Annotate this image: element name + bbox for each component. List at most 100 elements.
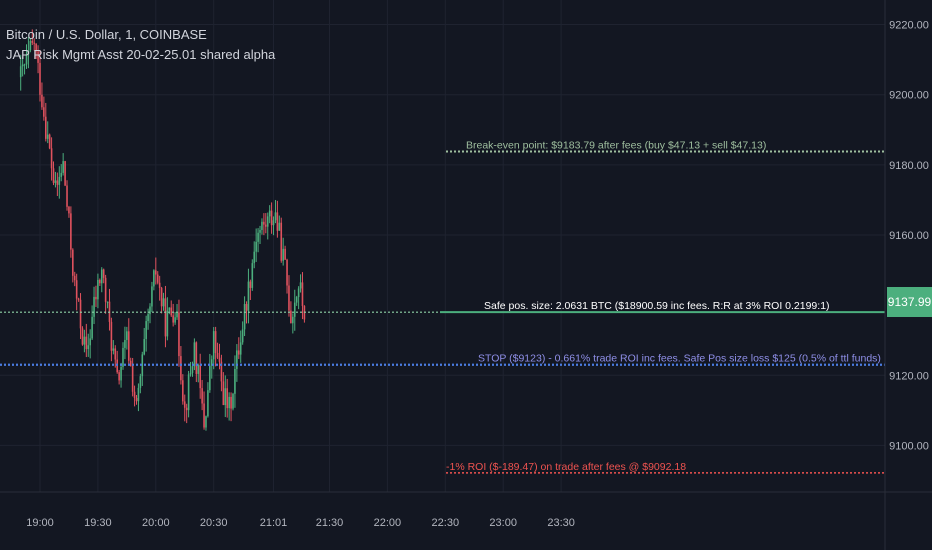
candle — [253, 251, 256, 264]
candle — [43, 107, 45, 117]
x-tick-label: 23:30 — [547, 517, 575, 529]
candle — [93, 296, 95, 317]
candle — [274, 212, 277, 221]
candle — [224, 388, 227, 406]
candle — [280, 222, 283, 261]
candle — [56, 180, 59, 185]
candle — [207, 390, 209, 417]
x-tick-label: 22:00 — [374, 517, 402, 529]
x-tick-label: 21:30 — [316, 517, 344, 529]
candle — [210, 359, 213, 366]
candle — [205, 416, 207, 428]
candle — [27, 50, 30, 55]
candle — [70, 213, 72, 250]
candle — [236, 350, 238, 369]
candle — [230, 396, 232, 409]
last-price-tag: 9137.99 — [887, 287, 932, 317]
candle — [191, 366, 194, 374]
candle — [265, 224, 267, 227]
candle — [25, 54, 28, 65]
candle — [68, 206, 70, 214]
candle — [203, 403, 205, 428]
candle — [158, 282, 161, 288]
candle — [91, 316, 93, 339]
candle — [54, 180, 57, 183]
candle — [197, 365, 200, 374]
candle — [286, 259, 288, 286]
candle — [141, 354, 144, 377]
candle — [112, 348, 115, 351]
candle — [164, 298, 167, 337]
candle — [155, 270, 157, 275]
candle — [133, 391, 136, 398]
candle — [126, 331, 128, 340]
candle — [187, 374, 190, 411]
candle — [147, 314, 149, 322]
candle — [270, 210, 273, 226]
candles — [19, 29, 306, 431]
candle — [73, 275, 76, 281]
candle — [99, 279, 101, 284]
candle — [35, 43, 37, 52]
candle — [220, 361, 223, 382]
candle — [255, 241, 257, 252]
candle — [288, 285, 290, 311]
candle — [100, 269, 103, 284]
candle — [72, 249, 74, 276]
candle — [183, 401, 186, 408]
candle — [276, 212, 279, 231]
candle — [214, 331, 217, 353]
candle — [162, 298, 165, 307]
candle — [199, 365, 201, 389]
candle — [106, 301, 109, 303]
candle — [87, 345, 90, 350]
candle — [237, 350, 240, 355]
roi-loss-label: -1% ROI ($-189.47) on trade after fees @… — [446, 461, 686, 473]
y-tick-label: 9220.00 — [889, 20, 929, 32]
x-tick-label: 21:01 — [260, 517, 288, 529]
candle — [151, 286, 153, 307]
candle — [266, 216, 269, 227]
candle — [292, 316, 294, 324]
candle — [245, 304, 248, 311]
candle — [216, 352, 219, 358]
candle — [143, 338, 146, 355]
candle — [114, 348, 117, 360]
candle — [81, 328, 84, 345]
candle — [48, 134, 51, 149]
candle — [21, 64, 24, 67]
candle — [31, 41, 34, 43]
candle — [257, 232, 259, 242]
x-tick-label: 20:00 — [142, 517, 170, 529]
candle — [137, 387, 140, 402]
candle — [290, 310, 292, 324]
candle — [50, 148, 53, 169]
x-tick-label: 19:00 — [26, 517, 54, 529]
candle — [39, 62, 41, 95]
candle — [83, 336, 86, 345]
candle — [85, 336, 88, 350]
candle — [268, 210, 271, 217]
candle — [23, 64, 26, 66]
symbol-title[interactable]: Bitcoin / U.S. Dollar, 1, COINBASE — [6, 27, 207, 42]
candle — [66, 185, 68, 207]
indicator-label[interactable]: JAP Risk Mgmt Asst 20-02-25.01 shared al… — [6, 47, 276, 62]
y-tick-label: 9160.00 — [889, 230, 929, 242]
candle — [124, 339, 126, 348]
candle — [52, 168, 55, 183]
candle — [62, 161, 64, 173]
candle — [166, 310, 169, 337]
candle — [95, 296, 97, 300]
candle — [139, 376, 142, 388]
candle — [135, 397, 138, 402]
safe-position-label: Safe pos. size: 2.0631 BTC ($18900.59 in… — [484, 300, 830, 312]
candle — [228, 396, 230, 409]
candle — [278, 222, 281, 231]
candle — [234, 368, 236, 394]
candle — [145, 321, 147, 339]
candle — [29, 41, 32, 51]
candle — [122, 347, 124, 367]
candle — [127, 331, 130, 361]
